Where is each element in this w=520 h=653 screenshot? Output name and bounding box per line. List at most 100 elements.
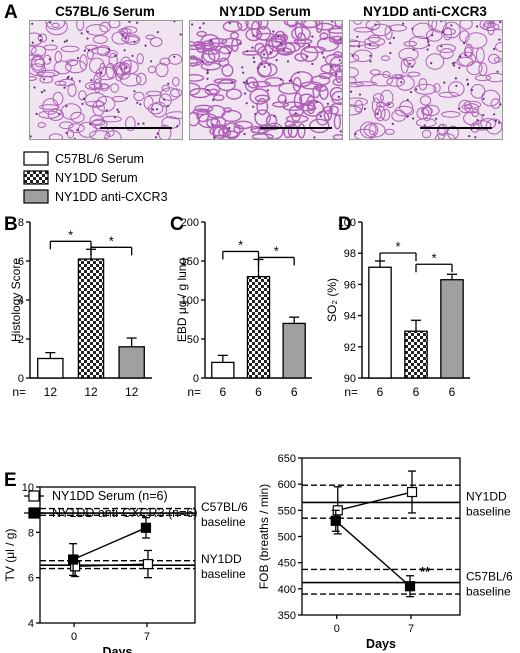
legend-label-1: C57BL/6 Serum bbox=[55, 152, 144, 166]
panel-e-tv-plot-frame bbox=[39, 486, 196, 624]
panel-e-fob-baseline-label-2: baseline bbox=[466, 585, 511, 599]
panel-b-ytick-label: 8 bbox=[18, 217, 24, 229]
panel-d-n-value: 6 bbox=[449, 385, 456, 399]
micrograph-ny1dd-serum bbox=[189, 20, 343, 140]
micrograph-title-1: C57BL/6 Serum bbox=[55, 4, 155, 19]
panel-d-sig-bracket-2-star: * bbox=[431, 250, 436, 265]
panel-b-ytick-label: 0 bbox=[18, 373, 24, 385]
micrograph-title-2: NY1DD Serum bbox=[219, 4, 311, 19]
panel-c-ylabel: EBD μg / g lung bbox=[175, 258, 189, 342]
panel-e-fob-point-filled-square bbox=[330, 515, 341, 526]
panel-e-tv-xtick-label: 0 bbox=[71, 631, 77, 643]
e-legend-marker-filled-square bbox=[28, 507, 40, 519]
panel-e-fob-baseline-label-1: NY1DD bbox=[466, 489, 507, 503]
panel-d-ytick-label: 92 bbox=[344, 342, 356, 354]
panel-letter-c: C bbox=[170, 214, 184, 235]
panel-d-n-value: 6 bbox=[413, 385, 420, 399]
legend-swatch-checker bbox=[23, 170, 49, 185]
micrograph-c57bl6-serum bbox=[29, 20, 183, 140]
panel-d-ylabel: SO₂ (%) bbox=[325, 278, 339, 322]
panel-e-tv-series-line bbox=[75, 563, 148, 568]
panel-e-fob-xlabel: Days bbox=[366, 637, 396, 651]
panel-d-bar bbox=[368, 266, 392, 379]
panel-b-bar bbox=[77, 258, 105, 379]
panel-c-ytick-label: 150 bbox=[181, 256, 199, 268]
panel-e-tv-xtick-label: 7 bbox=[144, 631, 150, 643]
panel-d-n-prefix: n= bbox=[344, 385, 358, 399]
panel-b-ytick-label: 4 bbox=[18, 295, 24, 307]
panel-e-tv-ytick-label: 8 bbox=[28, 527, 34, 539]
panel-e-fob-plot-frame bbox=[301, 457, 461, 616]
panel-e-tv-point-filled-square bbox=[67, 554, 79, 565]
e-legend-marker-open-square bbox=[28, 490, 40, 502]
panel-d-ytick-label: 100 bbox=[338, 217, 356, 229]
panel-b-ytick-label: 2 bbox=[18, 334, 24, 346]
panel-e-fob-ytick-label: 550 bbox=[278, 505, 296, 517]
panel-c-ytick-label: 50 bbox=[187, 334, 199, 346]
lung-tissue-texture bbox=[30, 21, 182, 139]
panel-b-n-value: 12 bbox=[125, 385, 139, 399]
panel-c-n-value: 6 bbox=[219, 385, 226, 399]
panel-c-sig-bracket-1-star: * bbox=[238, 237, 243, 252]
micrograph-ny1dd-anti-cxcr3 bbox=[349, 20, 503, 140]
panel-d-bar bbox=[404, 330, 428, 379]
panel-e-fob-ytick-label: 450 bbox=[278, 558, 296, 570]
panel-c-n-prefix: n= bbox=[187, 385, 201, 399]
panel-e-fob-point-open-square bbox=[406, 486, 418, 498]
panel-c-ytick-label: 100 bbox=[181, 295, 199, 307]
panel-b-bar bbox=[118, 346, 145, 379]
panel-e-tv-point-filled-square bbox=[140, 522, 152, 533]
panel-e-fob-xtick-label: 7 bbox=[408, 623, 414, 635]
panel-e-fob-baseline-label-2: C57BL/6 bbox=[466, 570, 513, 584]
panel-e-tv-baseline-label-2: NY1DD bbox=[201, 552, 242, 566]
panel-d-ytick-label: 90 bbox=[344, 373, 356, 385]
panel-c-bar bbox=[282, 322, 306, 379]
panel-letter-e: E bbox=[4, 470, 17, 491]
panel-e-tv-ylabel: TV (μl / g) bbox=[3, 529, 17, 582]
panel-e-fob-ytick-label: 600 bbox=[278, 479, 296, 491]
panel-letter-d: D bbox=[338, 214, 352, 235]
panel-e-tv-baseline-label-1: baseline bbox=[201, 515, 246, 529]
panel-e-tv-baseline-label-2: baseline bbox=[201, 567, 246, 581]
panel-c-bar bbox=[211, 361, 235, 379]
panel-d-sig-bracket-1-star: * bbox=[395, 239, 400, 254]
micrograph-title-3: NY1DD anti-CXCR3 bbox=[363, 4, 487, 19]
panel-c-bar bbox=[246, 275, 271, 379]
panel-e-tv-xlabel: Days bbox=[103, 645, 133, 653]
panel-e-fob-baseline-label-1: baseline bbox=[466, 504, 511, 518]
panel-b-n-prefix: n= bbox=[12, 385, 26, 399]
panel-b-bar bbox=[37, 357, 64, 379]
panel-d-ytick-label: 96 bbox=[344, 279, 356, 291]
panel-b-ylabel: Histology Score bbox=[9, 258, 23, 342]
panel-e-fob-point-filled-square bbox=[404, 581, 416, 592]
lung-tissue-texture bbox=[350, 21, 502, 139]
panel-c-ytick-label: 0 bbox=[193, 373, 199, 385]
panel-e-tv-ytick-label: 6 bbox=[28, 573, 34, 585]
panel-b-n-value: 12 bbox=[44, 385, 58, 399]
panel-e-tv-baseline-label-1: C57BL/6 bbox=[201, 500, 248, 514]
panel-c-n-value: 6 bbox=[255, 385, 262, 399]
panel-letter-a: A bbox=[4, 2, 18, 23]
panel-e-fob-significance-annotation: ** bbox=[420, 564, 431, 579]
legend-swatch-white bbox=[23, 151, 49, 166]
e-legend-label-1: NY1DD Serum (n=6) bbox=[52, 489, 168, 503]
panel-e-fob-ytick-label: 400 bbox=[278, 584, 296, 596]
panel-c-n-value: 6 bbox=[291, 385, 298, 399]
panel-e-tv-ytick-label: 4 bbox=[28, 618, 34, 630]
panel-e-tv-ytick-label: 10 bbox=[22, 482, 34, 494]
panel-e-fob-series-line bbox=[337, 491, 413, 512]
panel-b-ytick-label: 6 bbox=[18, 256, 24, 268]
legend-label-3: NY1DD anti-CXCR3 bbox=[55, 190, 168, 204]
panel-e-fob-series-line bbox=[335, 520, 411, 587]
panel-e-fob-ylabel: FOB (breaths / min) bbox=[257, 484, 271, 589]
panel-d-ytick-label: 98 bbox=[344, 248, 356, 260]
panel-d-bar bbox=[440, 279, 464, 379]
panel-e-tv-point-open-square bbox=[142, 558, 154, 570]
lung-tissue-texture bbox=[190, 21, 342, 139]
panel-e-fob-ytick-label: 350 bbox=[278, 610, 296, 622]
panel-b-n-value: 12 bbox=[84, 385, 98, 399]
legend-label-2: NY1DD Serum bbox=[55, 171, 138, 185]
panel-e-fob-ytick-label: 650 bbox=[278, 453, 296, 465]
panel-c-sig-bracket-2-star: * bbox=[274, 243, 279, 258]
